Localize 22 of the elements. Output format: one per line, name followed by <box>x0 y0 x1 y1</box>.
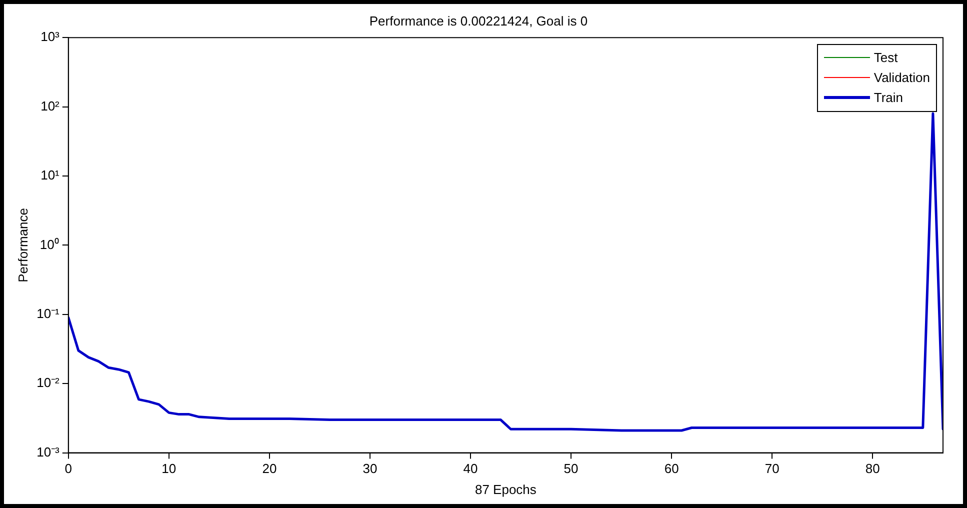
y-tick-label: 10⁻¹ <box>36 306 60 321</box>
x-tick-label: 60 <box>664 461 679 476</box>
y-tick-label: 10¹ <box>40 168 60 183</box>
x-tick-label: 20 <box>262 461 277 476</box>
legend-label: Train <box>874 90 903 106</box>
x-tick-label: 50 <box>564 461 578 476</box>
x-axis-title: 87 Epochs <box>474 482 537 497</box>
x-tick-label: 10 <box>162 461 176 476</box>
y-tick-label: 10² <box>40 98 60 114</box>
y-axis-title: Performance <box>15 208 30 282</box>
x-tick-label: 40 <box>463 461 478 476</box>
y-tick-label: 10⁻³ <box>36 444 60 460</box>
legend-label: Test <box>874 50 898 66</box>
x-tick-label: 70 <box>764 461 780 476</box>
legend-label: Validation <box>874 70 930 86</box>
x-tick-label: 80 <box>865 461 880 476</box>
y-tick-label: 10⁰ <box>40 236 60 252</box>
y-tick-label: 10⁻² <box>36 375 60 390</box>
y-tick-label: 10³ <box>40 29 60 44</box>
chart-title: Performance is 0.00221424, Goal is 0 <box>369 13 588 28</box>
x-tick-label: 30 <box>362 461 378 476</box>
x-tick-label: 0 <box>64 461 72 476</box>
